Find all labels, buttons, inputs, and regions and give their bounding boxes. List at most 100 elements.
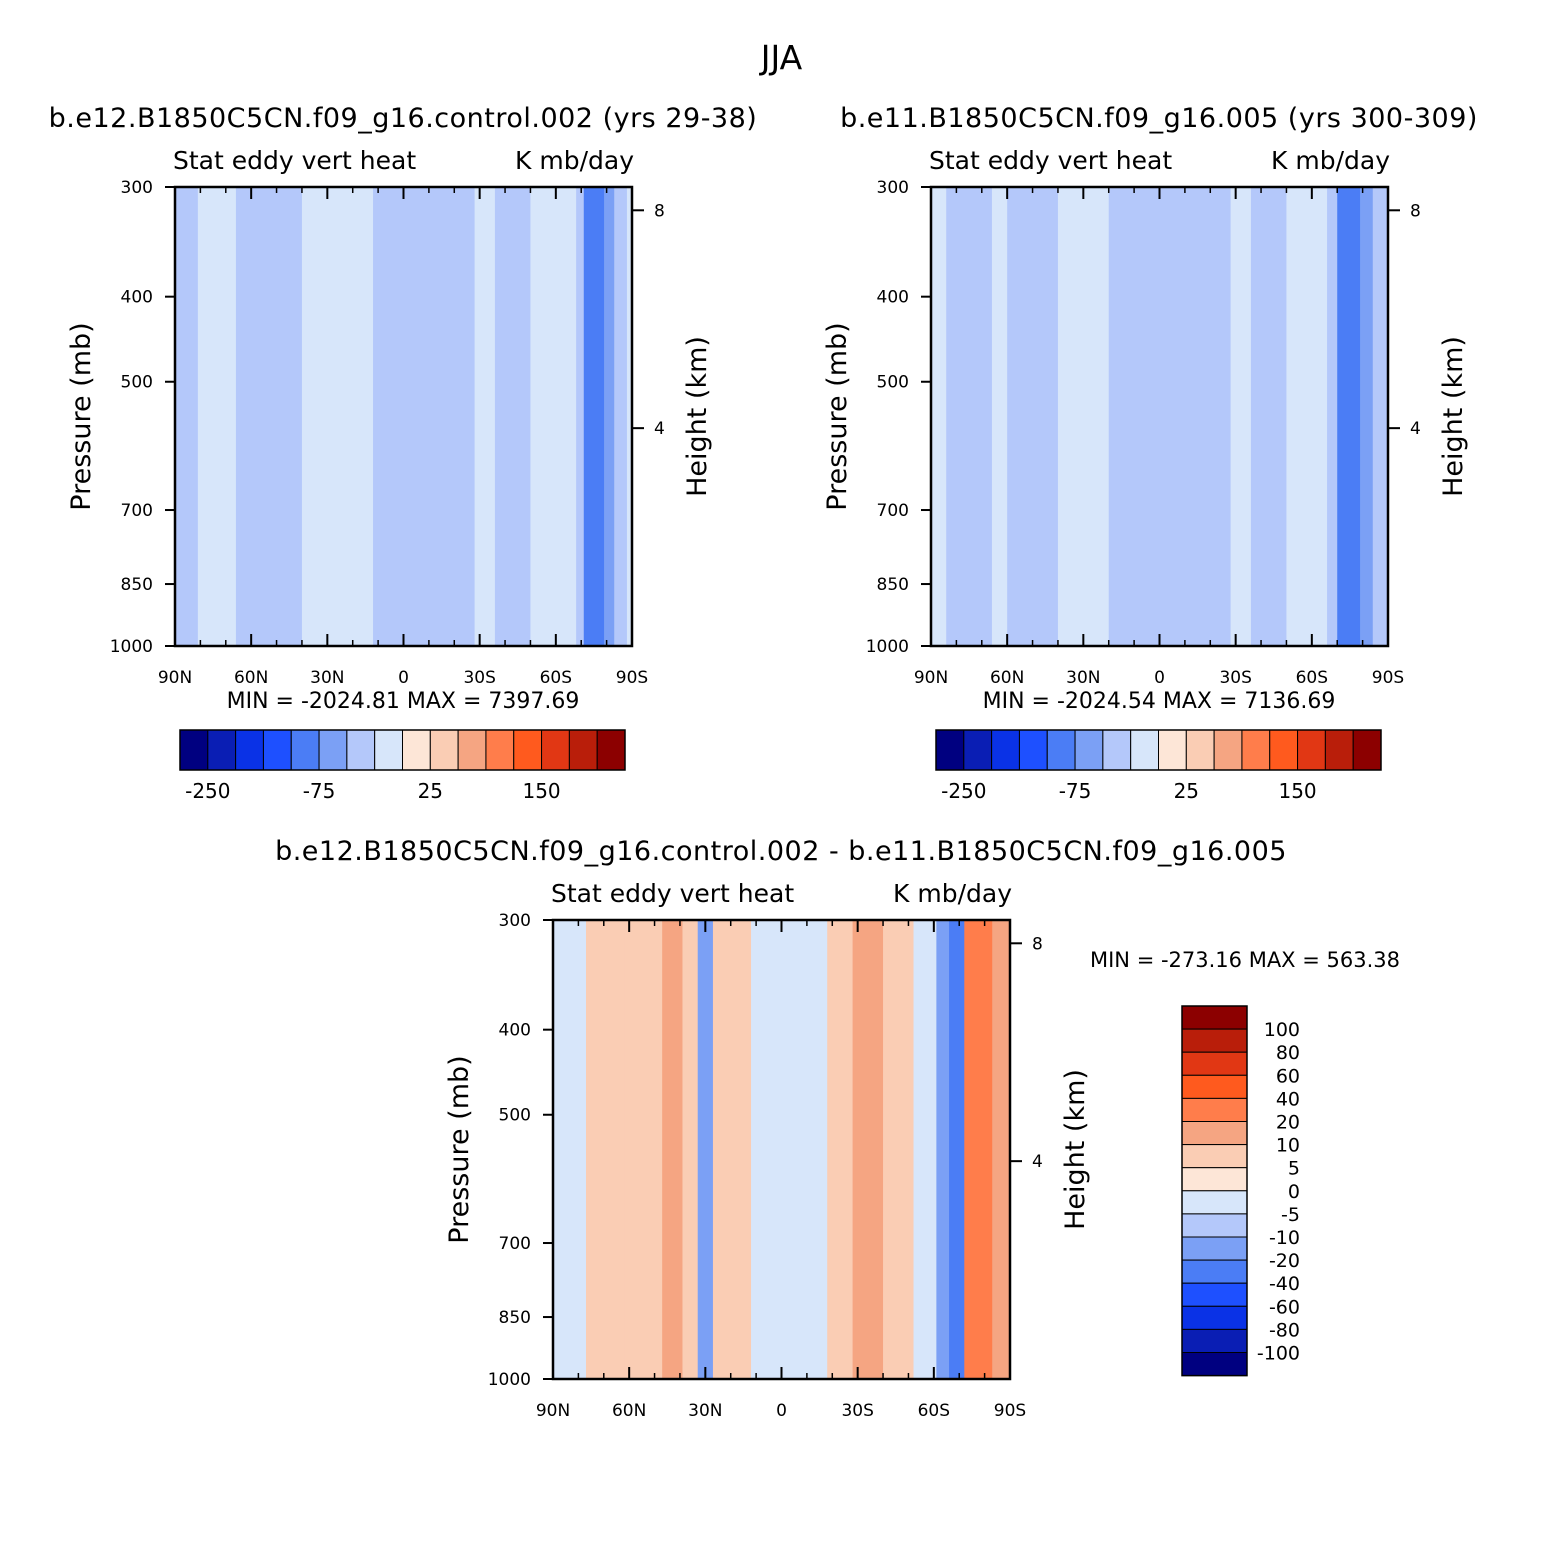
colorbar-label: 80 — [1276, 1042, 1300, 1064]
heatmap-band — [827, 920, 854, 1379]
heatmap-band — [175, 187, 199, 646]
heatmap-field — [931, 187, 1389, 646]
x-tick-label: 60S — [540, 668, 572, 688]
colorbar-swatch — [568, 729, 598, 771]
colorbar-label: -250 — [941, 779, 986, 803]
heatmap-band — [235, 187, 303, 646]
colorbar-swatch — [1074, 729, 1104, 771]
heatmap-band — [751, 920, 828, 1379]
heatmap-band — [936, 920, 950, 1379]
x-tick-label: 0 — [1154, 668, 1165, 688]
colorbar-label: -80 — [1269, 1319, 1300, 1341]
colorbar-swatch — [235, 729, 264, 771]
colorbar-swatch — [1241, 729, 1271, 771]
panel-subtitle-units: K mb/day — [515, 146, 634, 175]
panel-title: b.e12.B1850C5CN.f09_g16.control.002 - b.… — [275, 836, 1287, 867]
colorbar-frame — [179, 729, 626, 771]
colorbar-swatch — [1181, 1236, 1248, 1261]
heatmap-band — [712, 920, 752, 1379]
x-tick-label: 30N — [688, 1401, 722, 1421]
heatmap-band — [614, 187, 628, 646]
y-tick-label: 400 — [499, 1021, 531, 1041]
colorbar-swatch — [179, 729, 209, 771]
z-tick-label: 4 — [1032, 1152, 1043, 1172]
colorbar-swatch — [1181, 1028, 1248, 1053]
heatmap-band — [1090, 187, 1110, 646]
x-tick-label: 60S — [1296, 668, 1328, 688]
heatmap-band — [373, 187, 476, 646]
x-tick-label: 30N — [310, 668, 344, 688]
axis-ticks — [543, 919, 1022, 1380]
y-tick-label: 1000 — [110, 637, 153, 657]
panel-control-svg: b.e12.B1850C5CN.f09_g16.control.002 (yrs… — [49, 103, 758, 803]
colorbar-label: 25 — [1174, 779, 1199, 803]
colorbar-swatch — [374, 729, 403, 771]
panel-stats: MIN = -2024.81 MAX = 7397.69 — [227, 689, 580, 714]
heatmap-band — [626, 187, 633, 646]
panel-control: b.e12.B1850C5CN.f09_g16.control.002 (yrs… — [0, 95, 782, 810]
y-axis-label: Pressure (mb) — [66, 322, 97, 510]
heatmap-band — [931, 187, 947, 646]
x-tick-label: 90N — [536, 1401, 570, 1421]
heatmap-band — [964, 920, 993, 1379]
heatmap-band — [530, 187, 577, 646]
heatmap-band — [301, 187, 323, 646]
x-tick-label: 0 — [398, 668, 409, 688]
colorbar-frame — [935, 729, 1382, 771]
colorbar-label: -100 — [1257, 1343, 1300, 1365]
colorbar-swatch — [1181, 1213, 1248, 1238]
axis-ticks — [165, 186, 644, 647]
heatmap-band — [1286, 187, 1328, 646]
colorbar-label: -40 — [1269, 1273, 1300, 1295]
colorbar-label: -60 — [1269, 1296, 1300, 1318]
y-tick-label: 300 — [877, 178, 909, 198]
y-tick-label: 400 — [877, 288, 909, 308]
x-tick-label: 60N — [612, 1401, 646, 1421]
colorbar-swatch — [262, 729, 292, 771]
colorbar-swatch — [429, 729, 459, 771]
colorbar-frame — [1181, 1005, 1248, 1377]
heatmap-band — [883, 920, 915, 1379]
heatmap-band — [697, 920, 714, 1379]
heatmap-band — [991, 187, 1008, 646]
colorbar — [179, 729, 626, 771]
y-tick-label: 1000 — [866, 637, 909, 657]
y-axis-label: Pressure (mb) — [822, 322, 853, 510]
y-tick-label: 300 — [121, 178, 153, 198]
colorbar-label: 100 — [1264, 1019, 1300, 1041]
x-tick-label: 0 — [776, 1401, 787, 1421]
colorbar-swatch — [596, 729, 626, 771]
colorbar-swatch — [1269, 729, 1299, 771]
colorbar-label: 150 — [522, 779, 560, 803]
y-tick-label: 300 — [499, 911, 531, 931]
colorbar-label: -20 — [1269, 1250, 1300, 1272]
y-tick-label: 1000 — [488, 1370, 531, 1390]
y-axis-label-right: Height (km) — [1060, 1069, 1091, 1230]
x-tick-label: 60N — [234, 668, 268, 688]
heatmap-band — [946, 187, 993, 646]
heatmap-field — [175, 187, 633, 646]
colorbar-swatch — [457, 729, 487, 771]
z-tick-label: 4 — [1410, 419, 1421, 439]
heatmap-band — [852, 920, 884, 1379]
panel-title: b.e12.B1850C5CN.f09_g16.control.002 (yrs… — [49, 103, 758, 134]
heatmap-band — [322, 187, 336, 646]
heatmap-band — [197, 187, 237, 646]
axis-ticks — [921, 186, 1400, 647]
colorbar-swatch — [1181, 1328, 1248, 1353]
y-tick-label: 700 — [877, 501, 909, 521]
colorbar-swatch — [1046, 729, 1076, 771]
colorbar-label: -5 — [1281, 1204, 1300, 1226]
z-tick-label: 8 — [654, 201, 665, 221]
heatmap-band — [586, 920, 625, 1379]
y-tick-label: 500 — [877, 373, 909, 393]
colorbar-swatch — [318, 729, 348, 771]
y-tick-label: 500 — [499, 1106, 531, 1126]
colorbar-swatch — [991, 729, 1020, 771]
colorbar-label: 25 — [418, 779, 443, 803]
colorbar-label: 0 — [1288, 1181, 1300, 1203]
heatmap-band — [553, 920, 587, 1379]
heatmap-band — [583, 187, 605, 646]
colorbar-swatch — [1181, 1121, 1248, 1146]
